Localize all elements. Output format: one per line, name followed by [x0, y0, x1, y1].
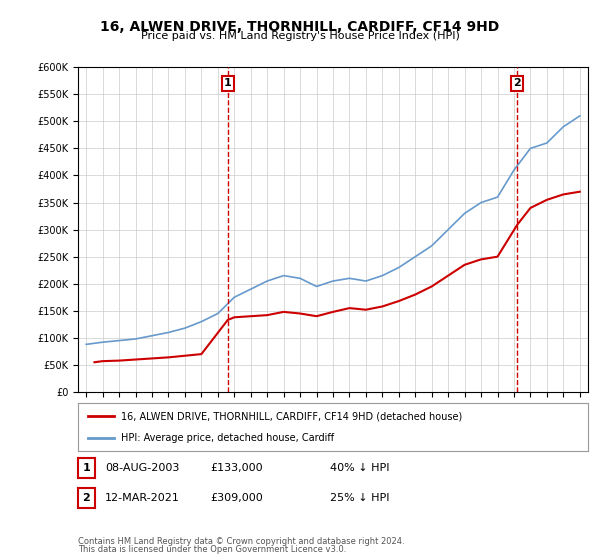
Text: 16, ALWEN DRIVE, THORNHILL, CARDIFF, CF14 9HD (detached house): 16, ALWEN DRIVE, THORNHILL, CARDIFF, CF1…	[121, 411, 463, 421]
Text: 08-AUG-2003: 08-AUG-2003	[105, 463, 179, 473]
Text: 16, ALWEN DRIVE, THORNHILL, CARDIFF, CF14 9HD: 16, ALWEN DRIVE, THORNHILL, CARDIFF, CF1…	[100, 20, 500, 34]
Text: 2: 2	[514, 78, 521, 88]
Text: 12-MAR-2021: 12-MAR-2021	[105, 493, 180, 503]
Text: Price paid vs. HM Land Registry's House Price Index (HPI): Price paid vs. HM Land Registry's House …	[140, 31, 460, 41]
Text: £309,000: £309,000	[210, 493, 263, 503]
Text: 25% ↓ HPI: 25% ↓ HPI	[330, 493, 389, 503]
Text: 40% ↓ HPI: 40% ↓ HPI	[330, 463, 389, 473]
Text: This data is licensed under the Open Government Licence v3.0.: This data is licensed under the Open Gov…	[78, 545, 346, 554]
Text: 1: 1	[83, 463, 90, 473]
Text: £133,000: £133,000	[210, 463, 263, 473]
Text: 2: 2	[83, 493, 90, 503]
Text: HPI: Average price, detached house, Cardiff: HPI: Average price, detached house, Card…	[121, 433, 334, 443]
Text: 1: 1	[224, 78, 232, 88]
Text: Contains HM Land Registry data © Crown copyright and database right 2024.: Contains HM Land Registry data © Crown c…	[78, 537, 404, 546]
